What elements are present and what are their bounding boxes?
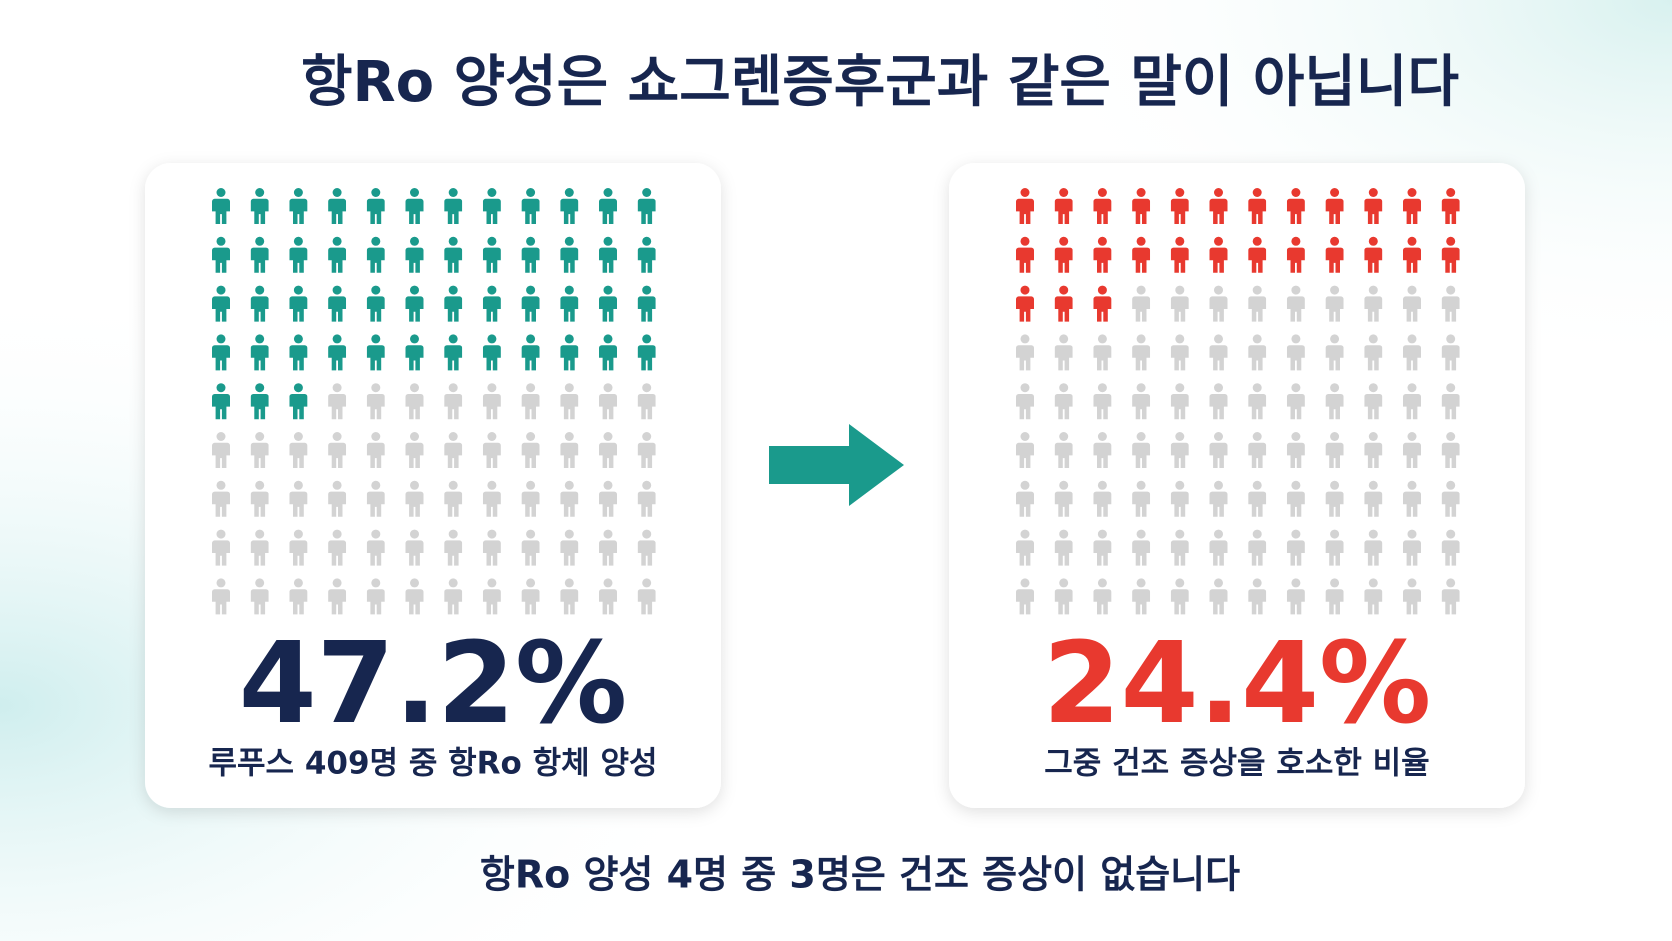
big-number: 24.4%	[1043, 619, 1432, 749]
panels: 47.2%루푸스 409명 중 항Ro 항체 양성 24.4%그중 건조 증상을 …	[145, 163, 1525, 808]
caption: 루푸스 409명 중 항Ro 항체 양성	[208, 746, 657, 782]
card	[145, 163, 721, 808]
footer: 항Ro 양성 4명 중 3명은 건조 증상이 없습니다	[480, 853, 1240, 897]
panel: 24.4%그중 건조 증상을 호소한 비율	[949, 163, 1525, 808]
caption: 그중 건조 증상을 호소한 비율	[1044, 746, 1429, 782]
panel: 47.2%루푸스 409명 중 항Ro 항체 양성	[145, 163, 721, 808]
card	[949, 163, 1525, 808]
arrow	[769, 424, 904, 506]
title: 항Ro 양성은 쇼그렌증후군과 같은 말이 아닙니다	[301, 50, 1459, 115]
big-number: 47.2%	[239, 619, 628, 749]
